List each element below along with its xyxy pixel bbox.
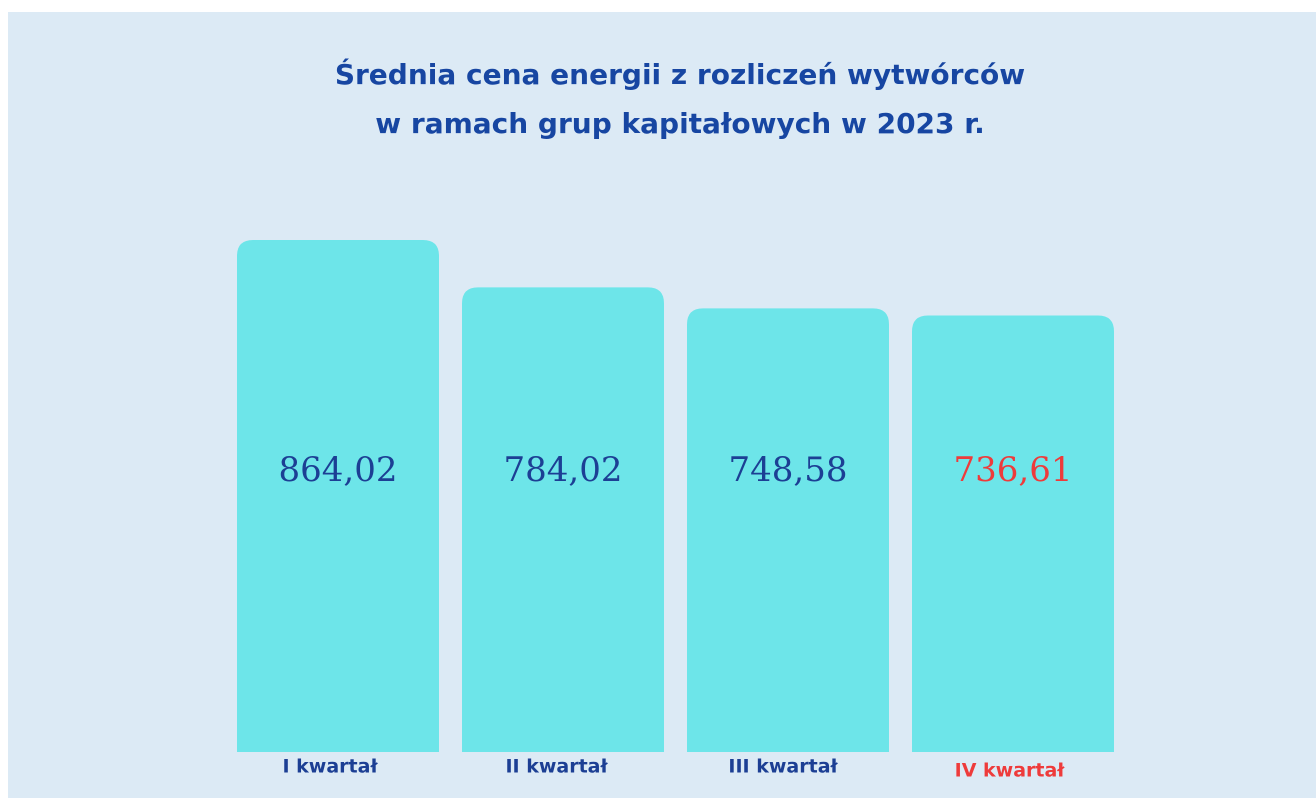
x-tick-label: IV kwartał	[955, 760, 1066, 782]
x-tick-label: II kwartał	[505, 756, 608, 778]
value-label: 748,58	[729, 450, 848, 490]
value-label: 864,02	[279, 450, 398, 490]
bar	[462, 287, 664, 752]
bar	[237, 240, 439, 752]
x-tick-label: III kwartał	[728, 756, 838, 778]
value-label: 784,02	[504, 450, 623, 490]
chart-title: Średnia cena energii z rozliczeń wytwórc…	[335, 57, 1025, 91]
bar	[912, 315, 1114, 752]
value-label: 736,61	[954, 450, 1073, 490]
chart-title: w ramach grup kapitałowych w 2023 r.	[375, 107, 984, 140]
x-tick-label: I kwartał	[282, 756, 378, 778]
bar	[687, 308, 889, 752]
